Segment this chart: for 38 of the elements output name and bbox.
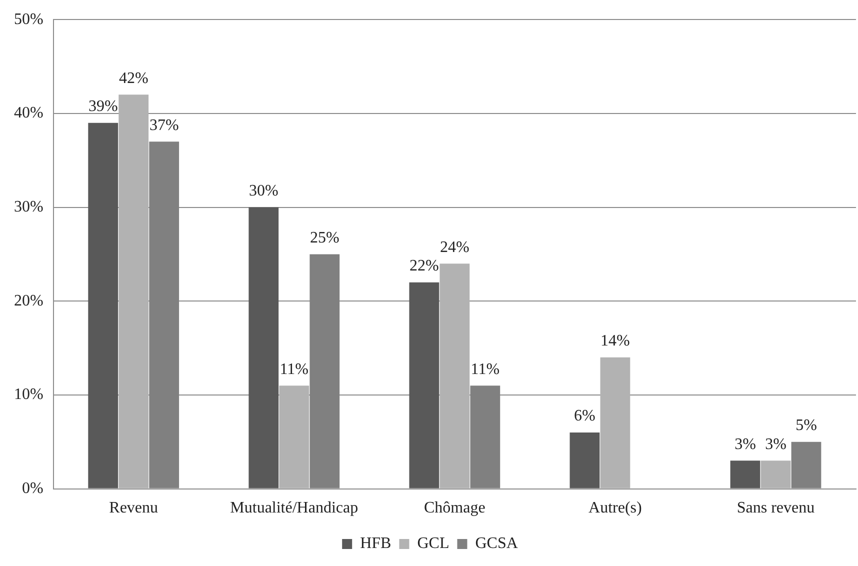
y-tick-label: 10% — [14, 386, 44, 404]
data-label: 14% — [600, 332, 630, 350]
data-label: 42% — [118, 70, 148, 87]
data-label: 24% — [440, 238, 470, 256]
x-tick-label: Revenu — [109, 500, 158, 517]
data-label: 11% — [280, 360, 308, 378]
bar — [248, 207, 279, 488]
data-label: 22% — [410, 258, 439, 275]
x-tick-label: Chômage — [424, 500, 486, 517]
data-label: 3% — [734, 436, 756, 453]
x-tick-label: Mutualité/Handicap — [230, 500, 358, 517]
bar — [440, 264, 470, 488]
data-label: 37% — [149, 116, 179, 134]
data-label: 11% — [470, 360, 500, 378]
legend-label: GCSA — [475, 535, 518, 552]
bar — [409, 282, 440, 488]
bar — [279, 386, 310, 488]
bar — [570, 432, 600, 488]
legend-label: HFB — [360, 535, 392, 552]
x-tick-label: Autre(s) — [588, 500, 642, 517]
x-tick-label: Sans revenu — [736, 500, 815, 517]
bar — [118, 94, 149, 488]
y-tick-label: 30% — [14, 198, 44, 216]
bar — [600, 357, 630, 488]
data-label: 5% — [796, 417, 817, 434]
y-tick-label: 20% — [14, 292, 44, 310]
data-label: 3% — [765, 436, 786, 453]
data-label: 30% — [248, 182, 278, 200]
bar — [760, 460, 791, 488]
bar — [730, 460, 760, 488]
y-tick-label: 40% — [14, 104, 44, 122]
y-tick-label: 0% — [22, 480, 44, 498]
data-label: 25% — [310, 229, 340, 246]
legend-label: GCL — [417, 535, 450, 552]
data-label: 6% — [574, 408, 596, 425]
y-tick-label: 50% — [14, 10, 44, 28]
data-label: 39% — [88, 98, 118, 116]
bar — [88, 122, 118, 488]
